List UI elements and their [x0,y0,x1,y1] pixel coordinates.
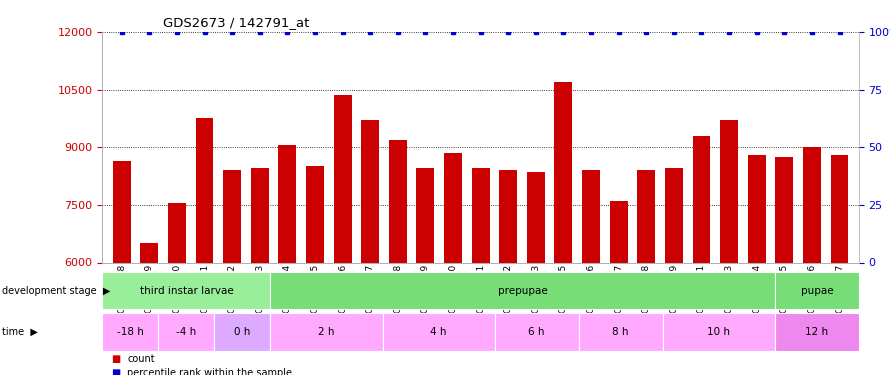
Bar [720,120,738,375]
Text: development stage  ▶: development stage ▶ [2,286,110,296]
Bar [748,155,765,375]
Bar [830,155,848,375]
Bar [499,170,517,375]
Bar [196,118,214,375]
Bar [113,160,131,375]
Text: -4 h: -4 h [176,327,197,337]
Bar [472,168,490,375]
Bar [334,95,352,375]
Bar [444,153,462,375]
Bar [168,203,186,375]
Bar [223,170,241,375]
Bar [214,313,271,351]
Text: 2 h: 2 h [319,327,335,337]
Bar [102,272,271,309]
Text: 0 h: 0 h [234,327,251,337]
Bar [141,243,158,375]
Bar [803,147,821,375]
Bar [663,313,775,351]
Bar [775,157,793,375]
Bar [383,313,495,351]
Bar [271,313,383,351]
Text: -18 h: -18 h [117,327,144,337]
Bar [361,120,379,375]
Text: prepupae: prepupae [498,286,547,296]
Text: 6 h: 6 h [529,327,545,337]
Bar [389,140,407,375]
Bar [665,168,683,375]
Text: ■: ■ [111,368,120,375]
Bar [279,145,296,375]
Bar [102,313,158,351]
Text: 4 h: 4 h [431,327,447,337]
Bar [610,201,627,375]
Bar [251,168,269,375]
Text: pupae: pupae [800,286,833,296]
Bar [158,313,214,351]
Text: count: count [127,354,155,364]
Bar [306,166,324,375]
Text: percentile rank within the sample: percentile rank within the sample [127,368,292,375]
Text: ■: ■ [111,354,120,364]
Bar [271,272,775,309]
Bar [554,82,572,375]
Bar [578,313,663,351]
Bar [527,172,545,375]
Text: 12 h: 12 h [805,327,829,337]
Text: 8 h: 8 h [612,327,629,337]
Text: time  ▶: time ▶ [2,327,37,337]
Bar [775,313,859,351]
Bar [417,168,434,375]
Bar [495,313,578,351]
Text: 10 h: 10 h [708,327,731,337]
Bar [692,136,710,375]
Bar [582,170,600,375]
Bar [775,272,859,309]
Text: GDS2673 / 142791_at: GDS2673 / 142791_at [163,16,309,29]
Text: third instar larvae: third instar larvae [140,286,233,296]
Bar [637,170,655,375]
